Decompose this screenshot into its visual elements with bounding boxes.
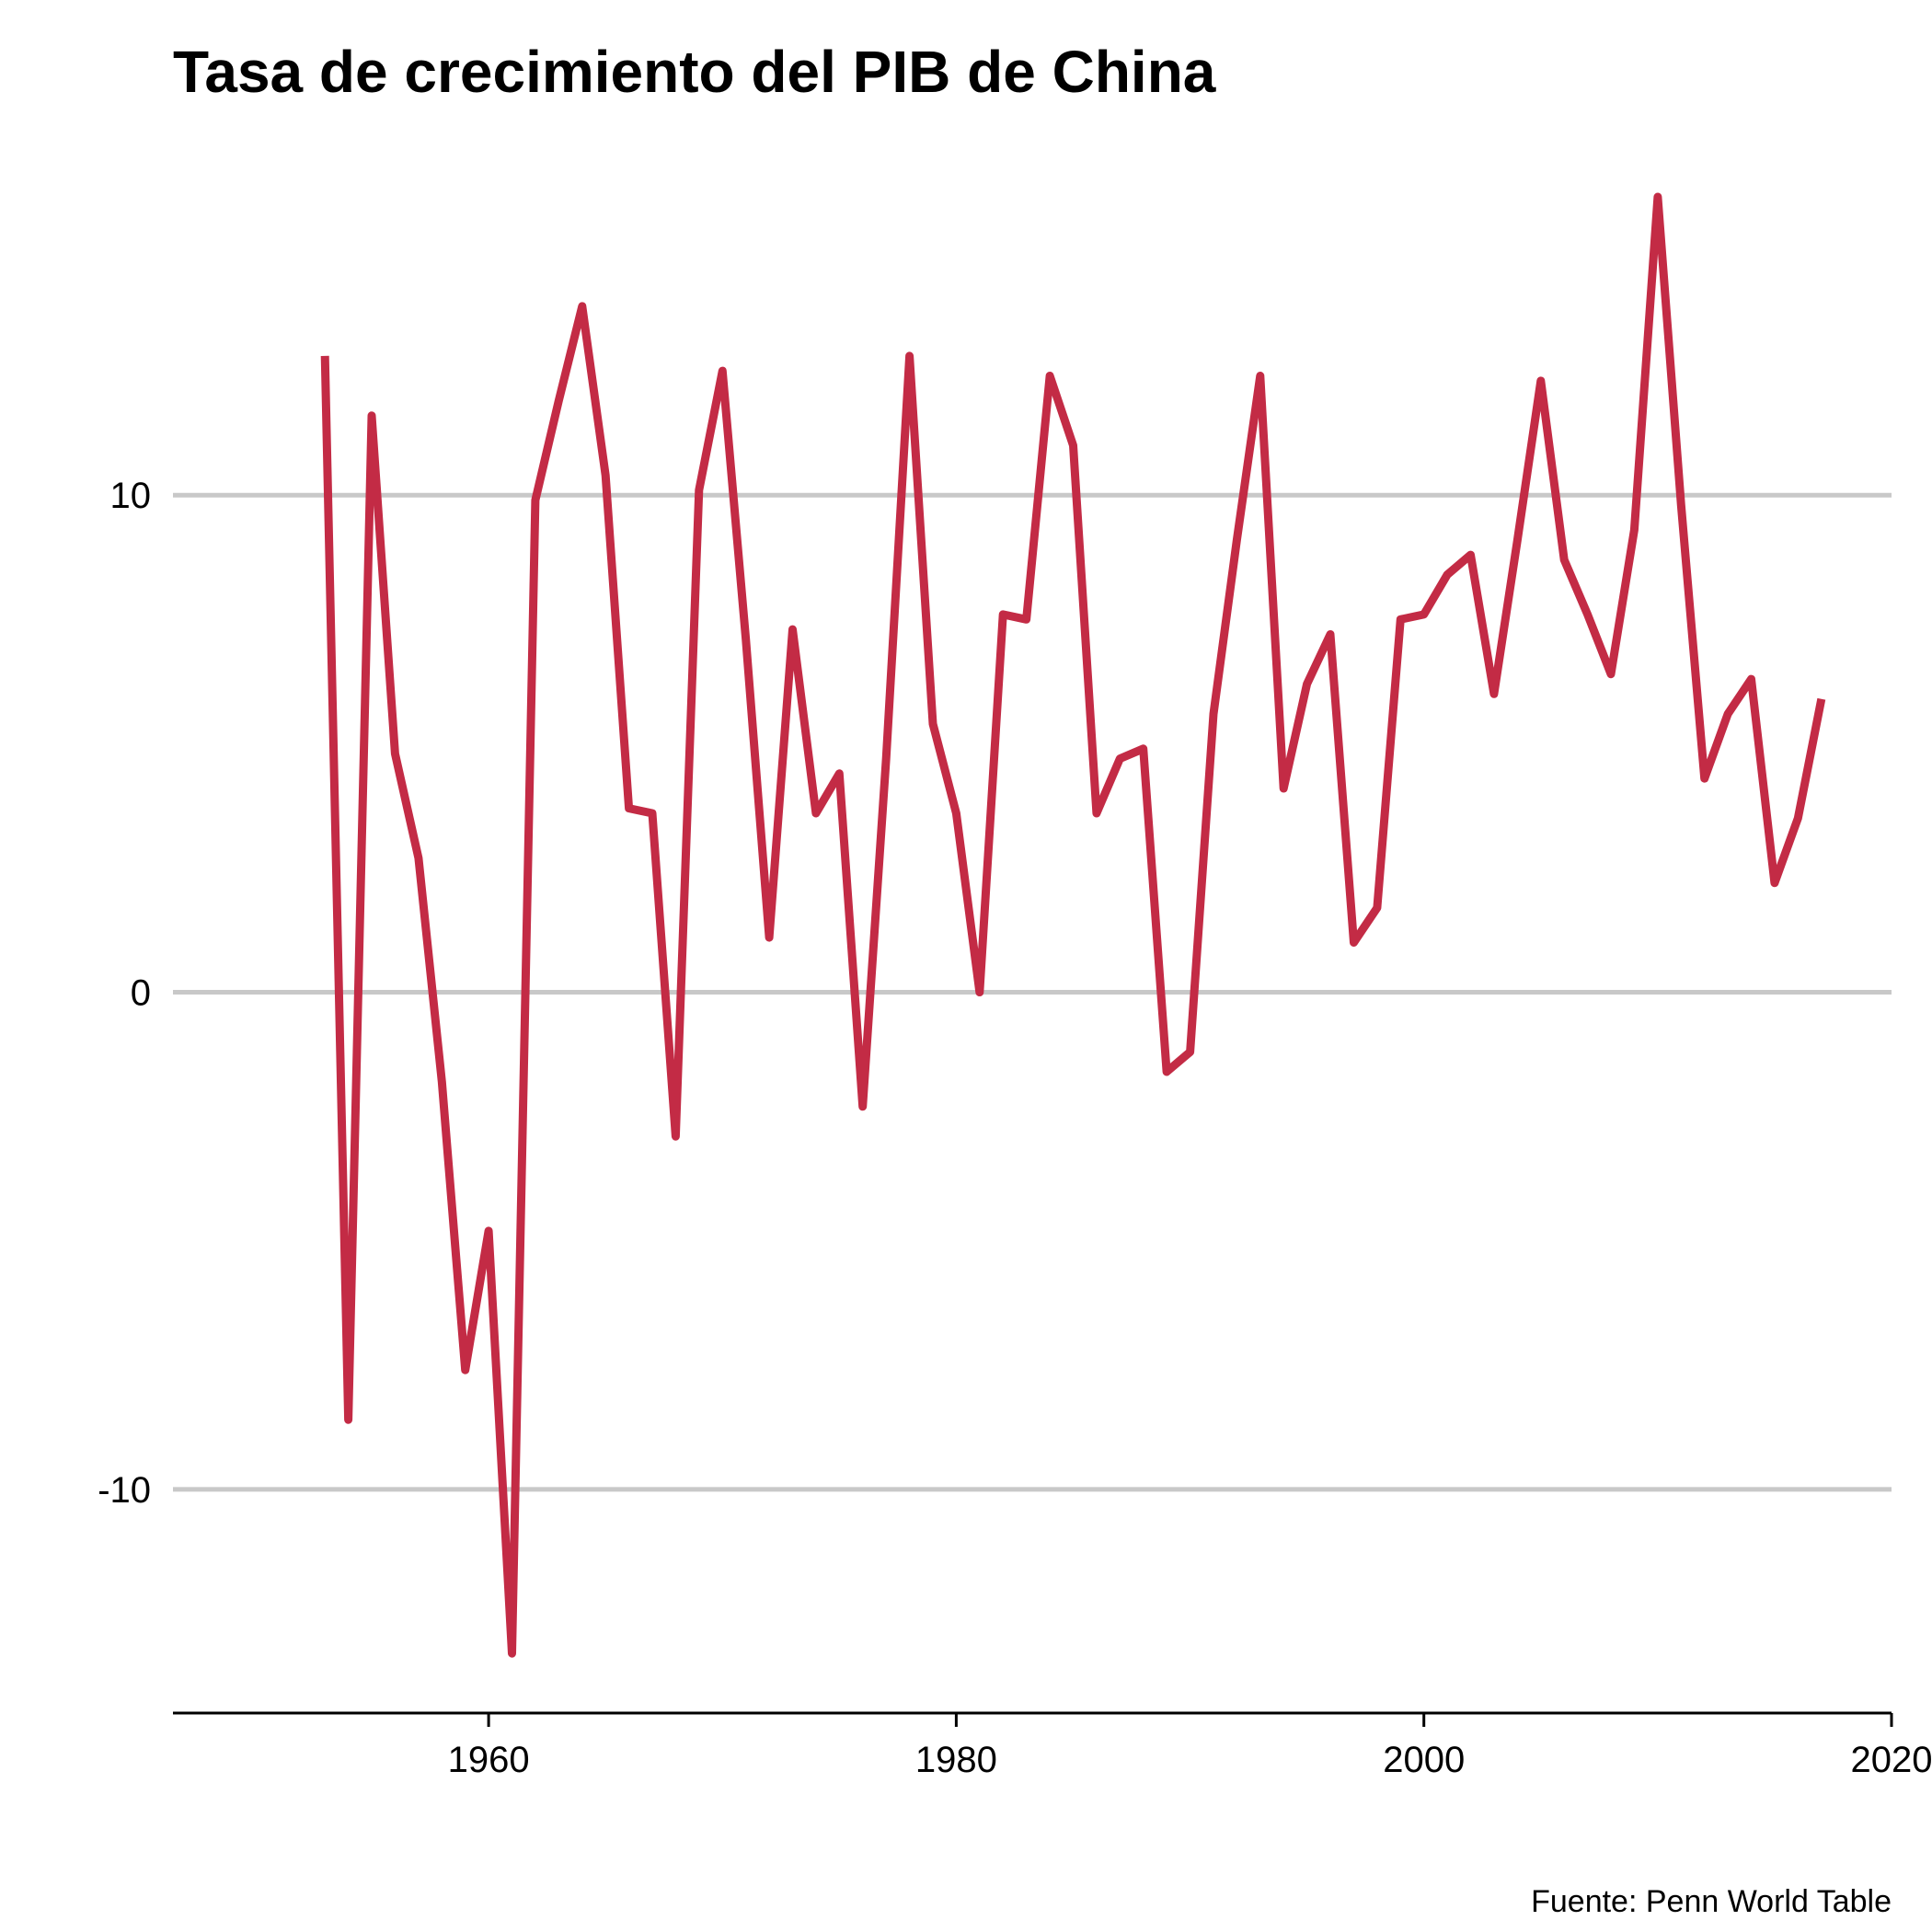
chart-caption: Fuente: Penn World Table: [1531, 1884, 1892, 1919]
gridlines: [173, 492, 1892, 1492]
x-axis-ticks: 1960 1980 2000 2020: [448, 1713, 1932, 1780]
y-tick-label-10: 10: [110, 476, 152, 516]
x-tick-label-2020: 2020: [1851, 1740, 1932, 1780]
y-tick-label--10: -10: [98, 1470, 151, 1511]
y-tick-label-0: 0: [131, 973, 151, 1014]
chart-title: Tasa de crecimiento del PIB de China: [173, 39, 1216, 105]
series-line-0: [320, 192, 1826, 1658]
y-axis-tick-labels: -10 0 10: [98, 476, 151, 1511]
x-tick-label-1980: 1980: [915, 1740, 997, 1780]
x-tick-label-2000: 2000: [1383, 1740, 1465, 1780]
x-tick-label-1960: 1960: [448, 1740, 530, 1780]
series-layer: [320, 192, 1826, 1658]
